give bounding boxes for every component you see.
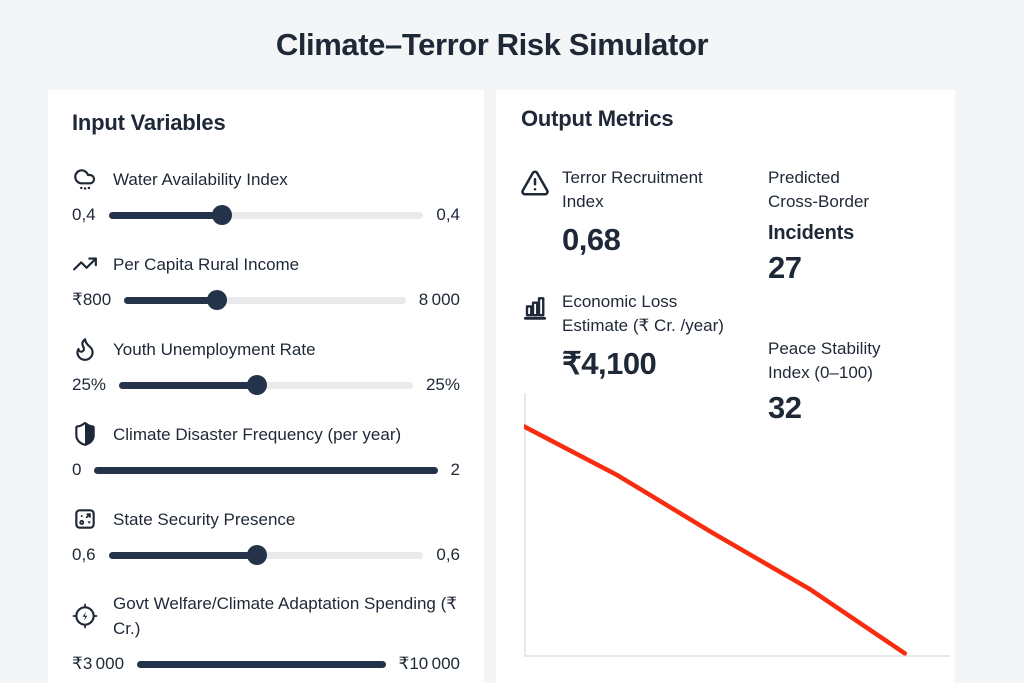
metric-value: ₹4,100	[562, 346, 657, 381]
input-variables-panel: Input Variables Water Availability Index…	[48, 90, 484, 683]
slider-left-value: 25%	[72, 375, 107, 394]
inputs-heading: Input Variables	[72, 110, 226, 135]
slider-left-value: ₹800	[72, 290, 112, 309]
cloud-drizzle-icon	[72, 166, 98, 192]
metric-sublabel: Incidents	[768, 222, 854, 244]
slider-fill	[119, 381, 258, 389]
metric-cross-border-incidents: Predicted Cross-Border Incidents 27	[768, 166, 869, 286]
slider-track[interactable]	[108, 545, 424, 565]
security-scan-icon	[72, 506, 98, 532]
metric-terror-recruitment: Terror Recruitment Index 0,68	[520, 166, 703, 258]
metric-economic-loss: Economic Loss Estimate (₹ Cr. /year) ₹4,…	[520, 290, 724, 382]
slider-fill	[108, 551, 257, 559]
metric-label: Peace Stability	[768, 339, 881, 358]
slider-right-value: ₹10 000	[398, 654, 461, 673]
bar-chart-icon	[520, 292, 550, 322]
metric-label: Index	[562, 192, 604, 211]
trending-up-icon	[72, 251, 98, 277]
slider-handle[interactable]	[247, 375, 268, 395]
slider-left-value: 0,4	[72, 205, 96, 224]
metric-value: 27	[768, 250, 802, 285]
slider-track[interactable]	[124, 290, 406, 310]
slider-fill	[94, 466, 438, 474]
chart-axes	[524, 393, 950, 657]
slider-label: Climate Disaster Frequency (per year)	[113, 424, 402, 444]
slider-label: State Security Presence	[113, 509, 296, 529]
slider-track[interactable]	[137, 660, 386, 668]
slider-left-value: ₹3 000	[72, 654, 125, 673]
slider-handle[interactable]	[207, 290, 228, 310]
slider-label: Youth Unemployment Rate	[113, 339, 316, 359]
metric-value: 32	[768, 390, 802, 425]
slider-handle[interactable]	[246, 545, 267, 565]
shield-half-icon	[72, 421, 98, 447]
metric-label: Estimate (₹ Cr. /year)	[562, 316, 724, 335]
output-metrics-panel: Output Metrics Terror Recruitment Index …	[496, 90, 955, 683]
metric-value: 0,68	[562, 222, 621, 257]
metric-label: Cross-Border	[768, 192, 870, 211]
slider-group-unemployment: Youth Unemployment Rate 25% 25%	[72, 336, 460, 395]
slider-group-income: Per Capita Rural Income ₹800 8 000	[72, 251, 460, 310]
slider-right-value: 0,4	[436, 205, 460, 224]
trend-line	[524, 424, 908, 656]
slider-track[interactable]	[94, 466, 438, 474]
metric-label: Economic Loss	[562, 292, 678, 311]
slider-right-value: 8 000	[418, 290, 460, 309]
slider-group-welfare: Govt Welfare/Climate Adaptation Spending…	[72, 591, 460, 674]
zap-circle-icon	[72, 603, 98, 629]
metric-label: Terror Recruitment	[562, 168, 703, 187]
slider-right-value: 0,6	[436, 545, 460, 564]
outputs-heading: Output Metrics	[521, 106, 674, 131]
metric-label: Predicted	[768, 168, 840, 187]
slider-fill	[137, 660, 386, 668]
slider-label: Water Availability Index	[113, 169, 288, 189]
metric-label: Index (0–100)	[768, 363, 873, 382]
alert-triangle-icon	[520, 168, 550, 198]
metric-peace-stability: Peace Stability Index (0–100) 32	[768, 337, 880, 426]
slider-track[interactable]	[119, 375, 413, 395]
slider-fill	[124, 296, 218, 304]
slider-left-value: 0	[72, 460, 82, 479]
slider-group-disaster: Climate Disaster Frequency (per year) 0 …	[72, 421, 460, 480]
page-title: Climate–Terror Risk Simulator	[275, 27, 709, 62]
slider-right-value: 25%	[425, 375, 460, 394]
slider-track[interactable]	[108, 205, 424, 225]
slider-group-security: State Security Presence 0,6 0,6	[72, 506, 460, 565]
slider-label: Govt Welfare/Climate Adaptation Spending…	[113, 594, 458, 638]
slider-left-value: 0,6	[72, 545, 96, 564]
slider-right-value: 2	[450, 460, 460, 479]
slider-label: Per Capita Rural Income	[113, 254, 300, 274]
slider-fill	[108, 211, 222, 219]
flame-icon	[72, 336, 98, 362]
slider-group-water: Water Availability Index 0,4 0,4	[72, 166, 460, 225]
slider-handle[interactable]	[211, 205, 232, 225]
trend-chart	[524, 393, 950, 657]
